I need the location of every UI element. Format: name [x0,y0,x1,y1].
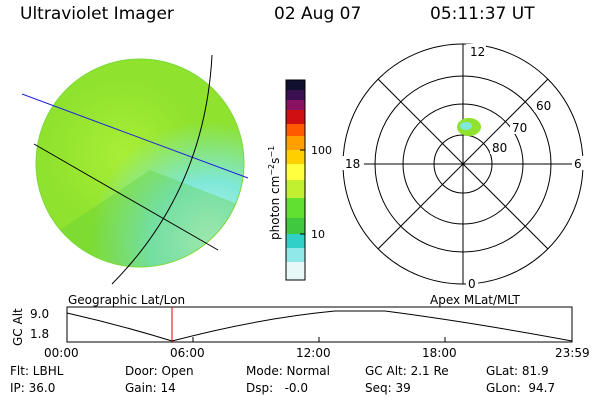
altitude-curve [66,310,573,342]
lat-lon-arc [111,54,213,285]
y-tick-1-8: 1.8 [30,327,50,341]
mlt-label-0: 0 [468,277,476,291]
date-label: 02 Aug 07 [274,4,362,24]
time-label: 05:11:37 UT [430,4,535,24]
colorbar-tick-100: 100 [311,144,332,157]
colorbar-unit-exp2: −1 [267,146,276,158]
x-label-0000: 00:00 [44,346,79,360]
lat-label-80: 80 [492,141,507,155]
gain-info: Gain: 14 [125,381,176,395]
polar-plot [342,43,584,285]
mlt-label-12: 12 [470,45,485,59]
seq-info: Seq: 39 [365,381,411,395]
colorbar [285,79,306,281]
instrument-title: Ultraviolet Imager [20,4,174,24]
x-label-2359: 23:59 [555,346,590,360]
colorbar-unit-exp1: −2 [267,164,276,176]
mlt-label-6: 6 [574,157,582,171]
glon-info: GLon: 94.7 [486,381,556,395]
lat-lon-black-line [33,143,219,251]
x-label-1800: 18:00 [422,346,457,360]
door-info: Door: Open [125,364,194,378]
lat-label-60: 60 [536,99,551,113]
dsp-info: Dsp: -0.0 [246,381,309,395]
gc-alt-info: GC Alt: 2.1 Re [365,364,449,378]
disk-edge [35,58,245,268]
polar-aurora-blob [457,118,481,136]
colorbar-unit-base: photon cm [268,176,282,240]
timeline-right-title: Apex MLat/MLT [430,293,520,307]
timeline-left-title: Geographic Lat/Lon [68,293,186,307]
lat-label-70: 70 [512,121,527,135]
y-tick-9: 9.0 [30,307,50,321]
filter-info: Flt: LBHL [10,364,64,378]
colorbar-tick-10: 10 [311,228,325,241]
x-label-1200: 12:00 [296,346,331,360]
disk-cyan-region [36,59,244,267]
colorbar-unit-mid: s [268,158,282,164]
colorbar-unit-label: photon cm−2s−1 [267,146,282,240]
ip-info: IP: 36.0 [10,381,56,395]
lat-lon-blue-line [21,93,249,179]
timeline-yaxis-label: GC Alt [11,308,25,346]
mode-info: Mode: Normal [246,364,330,378]
mlt-label-18: 18 [345,157,360,171]
x-label-0600: 06:00 [170,346,205,360]
glat-info: GLat: 81.9 [486,364,549,378]
